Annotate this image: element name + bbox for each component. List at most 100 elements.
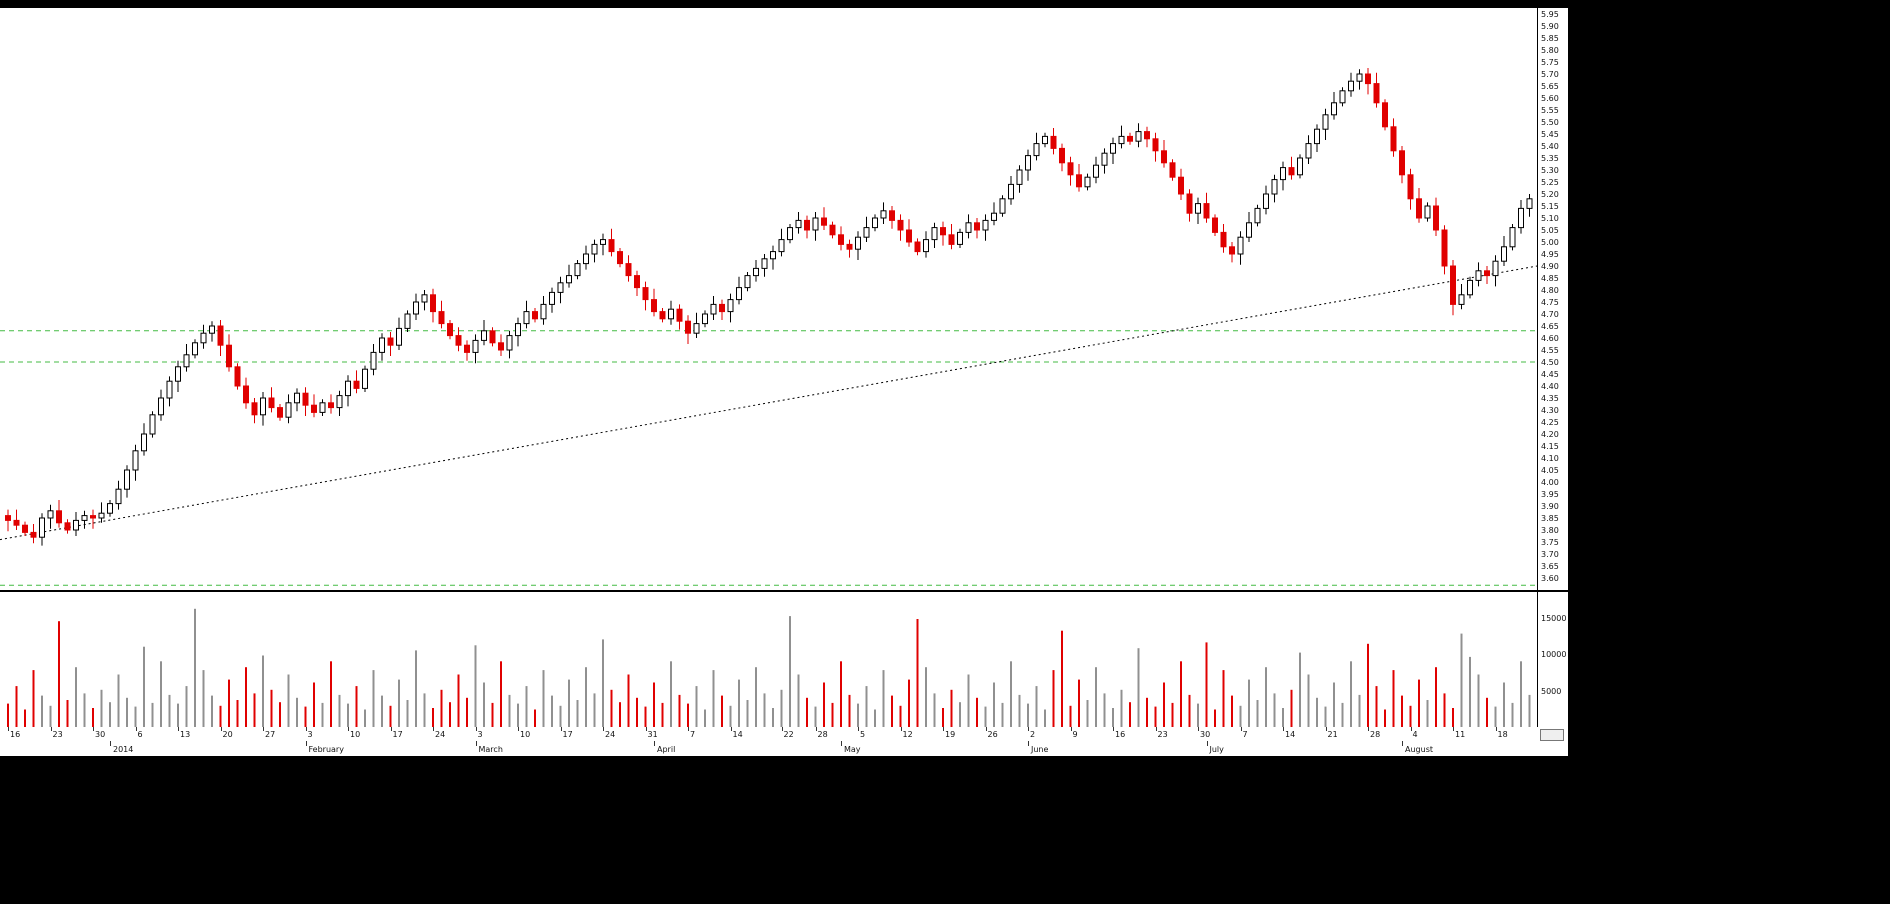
volume-bar (1095, 667, 1097, 727)
volume-bar (1290, 689, 1293, 727)
candle-body (1365, 73, 1371, 85)
candle-body (1390, 126, 1397, 152)
price-tick-label: 4.90 (1541, 262, 1559, 271)
volume-bar (440, 689, 443, 727)
candle-body (591, 243, 598, 255)
candle-body (498, 342, 504, 351)
candle-body (1203, 203, 1210, 219)
price-tick-label: 4.30 (1541, 406, 1559, 415)
candle-body (1042, 135, 1048, 145)
volume-bar (1511, 702, 1514, 727)
week-tick-label: 30 (95, 730, 106, 739)
candle-body (982, 219, 989, 231)
top-black-bar (0, 0, 1890, 8)
week-tick-mark (50, 727, 52, 731)
week-tick-label: 11 (1455, 730, 1466, 739)
price-tick-label: 3.95 (1541, 490, 1559, 499)
price-tick-label: 4.35 (1541, 394, 1559, 403)
volume-bar (729, 705, 732, 727)
volume-bar (1384, 709, 1386, 727)
candle-body (430, 294, 436, 313)
candle-body (1110, 143, 1116, 154)
price-axis: 5.95 5.90 5.85 5.80 5.75 5.70 5.65 5.60 5.55 5.50… (1538, 8, 1568, 590)
volume-bar (1078, 679, 1080, 727)
volume-bar (1528, 694, 1531, 727)
candle-body (642, 287, 649, 301)
candle-body (1263, 193, 1269, 209)
volume-bar (287, 674, 290, 727)
week-tick-mark (518, 727, 519, 731)
candle-body (1373, 83, 1380, 104)
candle-body (1450, 265, 1456, 305)
week-tick-mark (560, 727, 562, 731)
volume-bar (984, 706, 987, 727)
volume-bar (24, 709, 26, 727)
price-chart-canvas[interactable] (0, 8, 1537, 590)
volume-bar (848, 694, 851, 727)
price-tick-label: 4.50 (1541, 358, 1559, 367)
candle-body (447, 323, 453, 337)
week-tick-mark (1028, 727, 1029, 731)
volume-bar (789, 616, 791, 727)
candle-body (1288, 167, 1295, 176)
volume-bar (593, 693, 596, 727)
candle-body (260, 397, 266, 416)
week-tick-mark (900, 727, 902, 731)
volume-bar (1299, 652, 1301, 727)
volume-bar (364, 709, 366, 727)
volume-bar (117, 674, 120, 727)
candle-body (659, 311, 666, 320)
week-tick-label: 5 (860, 730, 866, 739)
price-tick-label: 4.70 (1541, 310, 1559, 319)
volume-bar (517, 703, 519, 727)
corner-widget[interactable] (1540, 729, 1564, 741)
price-tick-label: 5.20 (1541, 190, 1559, 199)
candle-body (124, 469, 130, 490)
candle-body (557, 282, 564, 293)
candle-body (1195, 203, 1201, 214)
price-tick-label: 5.25 (1541, 178, 1559, 187)
candle-body (47, 510, 54, 519)
volume-bar (474, 645, 477, 727)
candle-body (863, 227, 870, 238)
volume-bar (160, 661, 162, 727)
candle-body (855, 236, 861, 250)
volume-canvas[interactable] (0, 592, 1537, 727)
week-tick-mark (305, 727, 307, 731)
candle-body (413, 301, 419, 315)
volume-bar (1333, 682, 1335, 727)
week-tick-label: 20 (222, 730, 233, 739)
candle-body (914, 241, 921, 253)
candle-body (957, 231, 963, 245)
candle-body (1135, 131, 1142, 142)
volume-bar (202, 670, 205, 727)
volume-bar (1486, 697, 1488, 727)
volume-bar (321, 702, 324, 727)
volume-bar (942, 708, 944, 727)
volume-bar (1418, 679, 1420, 727)
volume-bar (1163, 682, 1165, 727)
month-label: August (1405, 745, 1433, 754)
volume-bar (500, 661, 502, 727)
candle-body (379, 337, 385, 353)
month-tick-mark (1206, 741, 1208, 746)
candle-body (396, 327, 402, 346)
price-tick-label: 4.60 (1541, 334, 1559, 343)
volume-bar (933, 693, 936, 727)
volume-bar (874, 709, 876, 727)
price-tick-label: 5.00 (1541, 238, 1559, 247)
candle-body (676, 308, 683, 322)
candle-body (515, 323, 521, 337)
candle-body (328, 402, 334, 409)
candle-body (897, 219, 904, 231)
candle-body (1178, 176, 1184, 195)
volume-bar (432, 708, 434, 727)
price-tick-label: 4.95 (1541, 250, 1559, 259)
week-tick-mark (943, 727, 944, 731)
volume-bar (1341, 702, 1344, 727)
volume-bar (780, 689, 783, 727)
candle-body (175, 366, 181, 382)
week-tick-label: 28 (1370, 730, 1381, 739)
volume-bar (814, 706, 817, 727)
candle-body (56, 510, 62, 524)
